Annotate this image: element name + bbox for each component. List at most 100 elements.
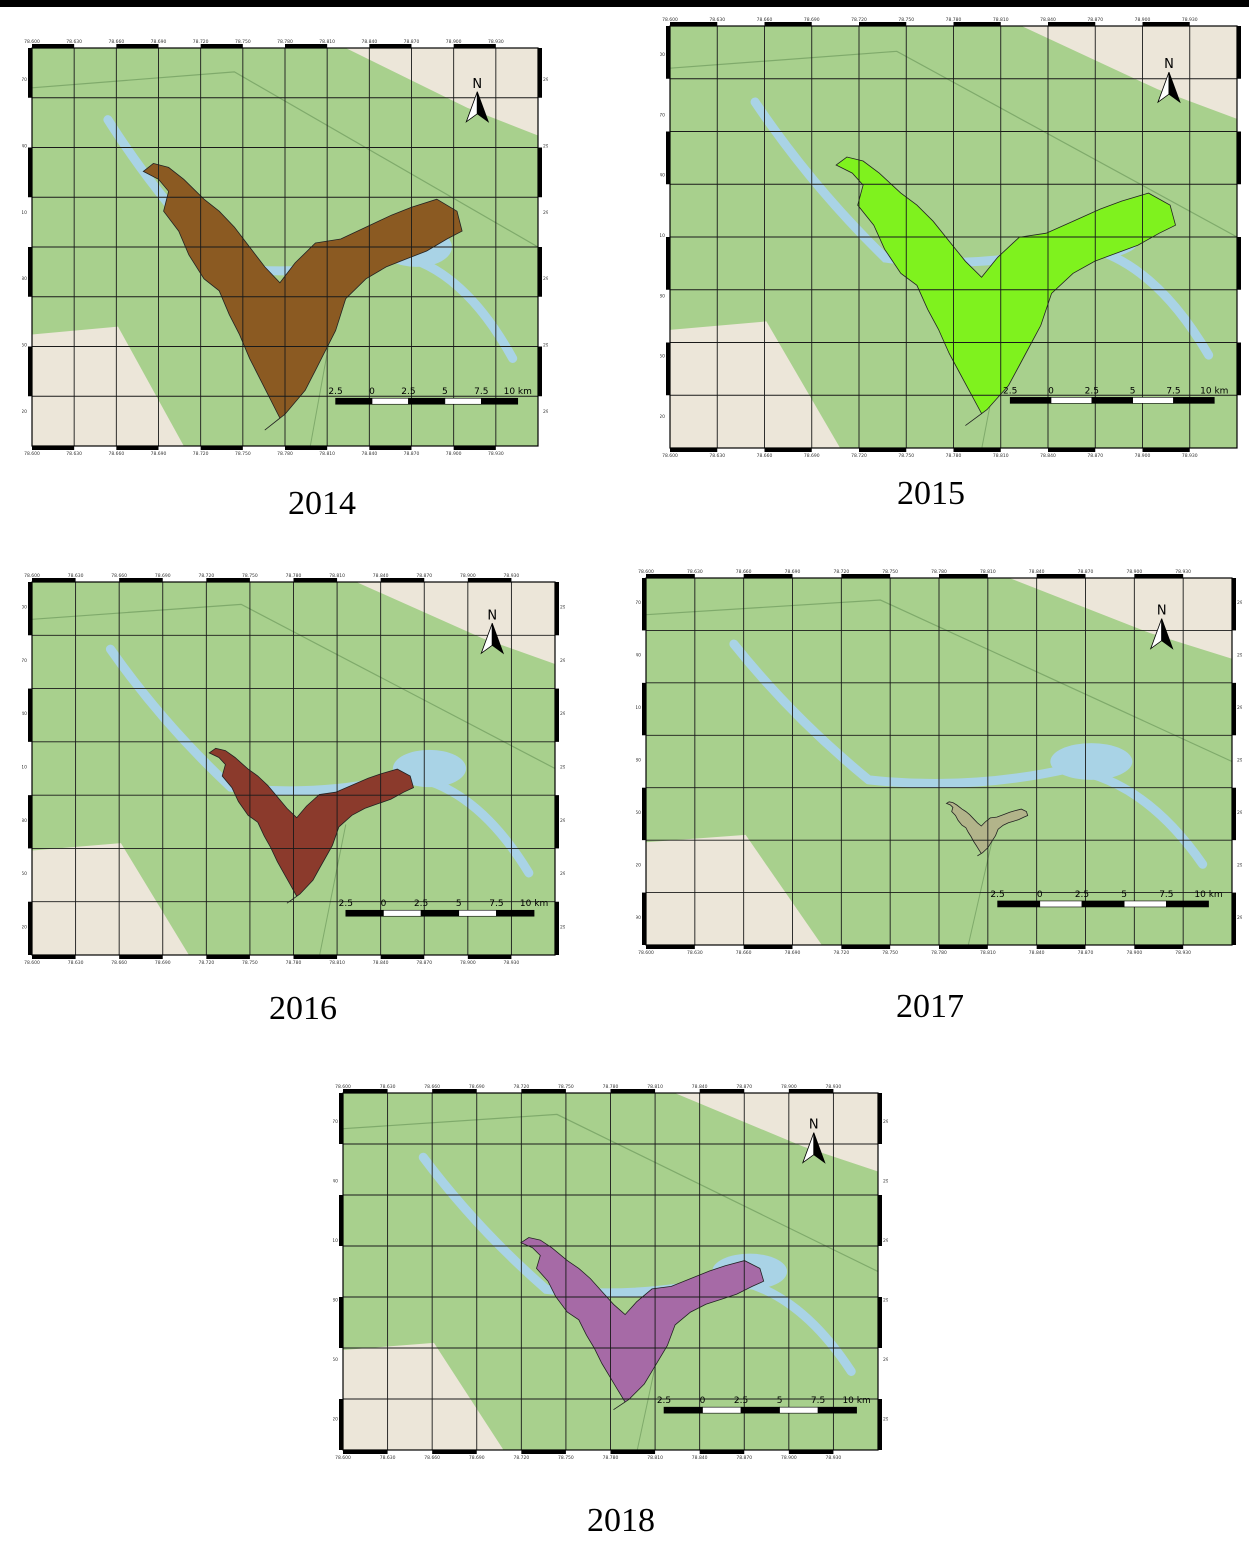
top-tick-label: 78.780 bbox=[603, 1084, 619, 1090]
bottom-tick-label: 78.750 bbox=[558, 1455, 574, 1460]
top-tick-label: 78.840 bbox=[692, 1084, 708, 1090]
scale-bar-segment bbox=[1009, 397, 1052, 404]
frame-bar bbox=[764, 22, 812, 26]
frame-bar bbox=[285, 44, 328, 48]
left-tick-label: 29.610 bbox=[22, 210, 27, 216]
bottom-tick-label: 78.930 bbox=[826, 1455, 842, 1460]
bottom-tick-label: 78.870 bbox=[404, 451, 420, 456]
top-tick-label: 78.840 bbox=[1029, 569, 1045, 575]
frame-bar bbox=[32, 446, 75, 450]
river bbox=[729, 639, 1208, 869]
frame-bar bbox=[610, 1089, 656, 1093]
top-tick-label: 78.900 bbox=[781, 1084, 797, 1090]
bottom-tick-label: 78.690 bbox=[155, 960, 171, 965]
right-tick-label: 29.520 bbox=[560, 924, 565, 930]
top-tick-label: 78.810 bbox=[647, 1084, 663, 1090]
top-tick-label: 78.690 bbox=[785, 569, 801, 575]
bottom-tick-label: 78.720 bbox=[193, 451, 209, 456]
scale-label: 2.5 bbox=[657, 1396, 671, 1406]
frame-bar bbox=[859, 448, 907, 452]
right-tick-label: 29.580 bbox=[1237, 758, 1242, 764]
frame-bar bbox=[206, 578, 250, 582]
scale-bar-segment bbox=[1132, 397, 1174, 404]
frame-bar bbox=[878, 1195, 882, 1246]
frame-bar bbox=[859, 22, 907, 26]
bottom-tick-label: 78.660 bbox=[757, 453, 773, 458]
bottom-tick-label: 78.780 bbox=[946, 453, 962, 458]
left-tick-label: 29.640 bbox=[22, 144, 27, 150]
road bbox=[31, 71, 539, 248]
right-tick-label: 29.640 bbox=[883, 1178, 888, 1184]
top-tick-label: 78.600 bbox=[335, 1084, 351, 1090]
left-tick-label: 29.670 bbox=[636, 600, 641, 606]
top-tick-label: 78.690 bbox=[469, 1084, 485, 1090]
north-arrow-icon bbox=[813, 1132, 826, 1164]
scale-bar-segment bbox=[335, 397, 373, 405]
left-tick-label: 29.670 bbox=[22, 658, 27, 664]
left-tick-label: 29.520 bbox=[636, 862, 641, 868]
top-tick-label: 78.870 bbox=[1078, 569, 1094, 575]
reservoir-extent-2018 bbox=[520, 1237, 765, 1411]
scale-label: 0 bbox=[1037, 890, 1043, 900]
right-tick-label: 29.700 bbox=[560, 605, 565, 611]
frame-bar bbox=[555, 901, 559, 955]
frame-bar bbox=[453, 446, 496, 450]
frame-bar bbox=[642, 787, 646, 841]
urban-area bbox=[670, 321, 841, 448]
top-tick-label: 78.780 bbox=[931, 569, 947, 575]
scale-bar-segment bbox=[702, 1406, 742, 1414]
top-tick-label: 78.600 bbox=[662, 17, 678, 23]
bottom-tick-label: 78.690 bbox=[469, 1455, 485, 1460]
scale-bar-segment bbox=[408, 397, 446, 405]
frame-bar bbox=[953, 22, 1001, 26]
bottom-tick-label: 78.660 bbox=[111, 960, 127, 965]
top-tick-label: 78.720 bbox=[833, 569, 849, 575]
frame-bar bbox=[1232, 578, 1236, 631]
left-tick-label: 29.520 bbox=[660, 414, 665, 420]
bottom-tick-label: 78.630 bbox=[66, 451, 82, 456]
frame-bar bbox=[453, 44, 496, 48]
frame-bar bbox=[369, 44, 412, 48]
right-tick-label: 29.610 bbox=[543, 210, 548, 216]
bottom-tick-label: 78.630 bbox=[380, 1455, 396, 1460]
frame-bar bbox=[206, 955, 250, 959]
frame-bar bbox=[116, 446, 159, 450]
scale-label: 7.5 bbox=[1159, 890, 1173, 900]
bottom-tick-label: 78.660 bbox=[424, 1455, 440, 1460]
bottom-tick-label: 78.720 bbox=[513, 1455, 529, 1460]
urban-area bbox=[343, 1342, 504, 1450]
frame-bar bbox=[1232, 892, 1236, 945]
scale-bar-segment bbox=[458, 909, 497, 917]
scale-label: 2.5 bbox=[1085, 386, 1099, 396]
bottom-tick-label: 78.750 bbox=[242, 960, 258, 965]
frame-bar bbox=[380, 955, 425, 959]
scale-bar-segment bbox=[383, 909, 422, 917]
frame-bar bbox=[28, 147, 32, 198]
right-tick-label: 29.550 bbox=[883, 1357, 888, 1363]
left-tick-label: 29.640 bbox=[333, 1178, 338, 1184]
frame-bar bbox=[200, 446, 243, 450]
top-tick-label: 78.750 bbox=[242, 573, 258, 579]
bottom-tick-label: 78.630 bbox=[687, 950, 703, 955]
left-tick-label: 29.670 bbox=[22, 77, 27, 83]
frame-bar bbox=[538, 346, 542, 397]
road bbox=[342, 1113, 879, 1273]
bottom-tick-label: 78.900 bbox=[460, 960, 476, 965]
frame-bar bbox=[538, 48, 542, 98]
bottom-tick-label: 78.600 bbox=[638, 950, 654, 955]
road bbox=[669, 50, 1238, 238]
left-tick-label: 29.550 bbox=[22, 343, 27, 349]
top-tick-label: 78.720 bbox=[198, 573, 214, 579]
frame-bar bbox=[670, 448, 718, 452]
frame-bar bbox=[339, 1195, 343, 1246]
scale-label: 2.5 bbox=[328, 387, 342, 397]
frame-bar bbox=[610, 1450, 656, 1454]
scale-bar-segment bbox=[1166, 900, 1209, 908]
urban-area bbox=[345, 48, 538, 136]
top-tick-label: 78.630 bbox=[68, 573, 84, 579]
frame-bar bbox=[841, 574, 891, 578]
frame-bar bbox=[764, 448, 812, 452]
bottom-tick-label: 78.720 bbox=[851, 453, 867, 458]
frame-bar bbox=[339, 1399, 343, 1450]
bottom-tick-label: 78.870 bbox=[736, 1455, 752, 1460]
